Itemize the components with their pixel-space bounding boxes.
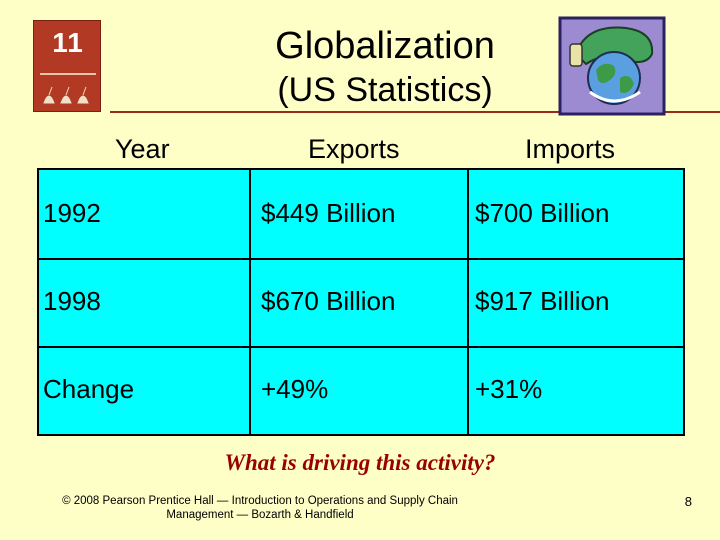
column-divider (249, 170, 251, 434)
column-divider (467, 170, 469, 434)
table-row: 1992 $449 Billion $700 Billion (39, 170, 683, 258)
table-row: 1998 $670 Billion $917 Billion (39, 258, 683, 346)
birds-icon (43, 86, 89, 104)
cell-imports: +31% (475, 374, 543, 404)
table-row: Change +49% +31% (39, 346, 683, 434)
cell-imports: $700 Billion (475, 198, 610, 228)
chapter-badge: 11 (33, 20, 101, 112)
chapter-number: 11 (52, 27, 84, 58)
header-imports: Imports (525, 134, 616, 164)
statistics-table: 1992 $449 Billion $700 Billion 1998 $670… (37, 168, 685, 436)
copyright-footer: © 2008 Pearson Prentice Hall — Introduct… (62, 495, 458, 521)
badge-divider (40, 73, 96, 75)
page-number: 8 (684, 494, 692, 509)
discussion-question: What is driving this activity? (224, 450, 496, 475)
cell-exports: $670 Billion (261, 286, 396, 316)
cell-exports: +49% (261, 374, 329, 404)
slide-title: Globalization (275, 25, 495, 67)
cell-exports: $449 Billion (261, 198, 396, 228)
header-year: Year (115, 134, 170, 164)
slide-subtitle: (US Statistics) (277, 71, 493, 109)
row-divider (39, 346, 683, 348)
cell-imports: $917 Billion (475, 286, 610, 316)
cell-year: Change (43, 374, 135, 404)
cell-year: 1998 (43, 286, 101, 316)
row-divider (39, 258, 683, 260)
cell-year: 1992 (43, 198, 101, 228)
globe-icon (558, 16, 666, 116)
header-exports: Exports (308, 134, 400, 164)
title-rule (110, 111, 720, 113)
